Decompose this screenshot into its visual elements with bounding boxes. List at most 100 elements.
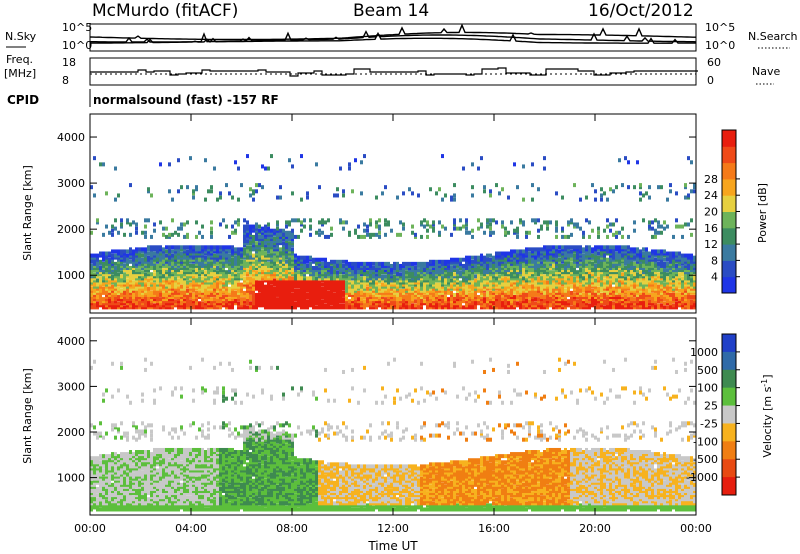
heatmap-cell [132, 292, 135, 297]
heatmap-cell [183, 249, 186, 254]
heatmap-cell [486, 301, 489, 306]
heatmap-cell [546, 288, 549, 293]
heatmap-cell [339, 276, 342, 281]
heatmap-cell [363, 272, 366, 277]
heatmap-cell [507, 230, 510, 235]
heatmap-cell [282, 270, 285, 275]
heatmap-cell [543, 257, 546, 262]
heatmap-cell [534, 286, 537, 291]
heatmap-cell [474, 268, 477, 273]
heatmap-cell [282, 261, 285, 266]
heatmap-cell [180, 263, 183, 268]
heatmap-cell [138, 247, 141, 252]
heatmap-cell [555, 286, 558, 291]
heatmap-cell [408, 301, 411, 306]
heatmap-cell [237, 282, 240, 287]
heatmap-cell [396, 261, 399, 266]
heatmap-cell [276, 278, 279, 283]
heatmap-cell [162, 257, 165, 262]
heatmap-cell [180, 288, 183, 293]
heatmap-cell [588, 245, 591, 250]
heatmap-cell [237, 272, 240, 277]
heatmap-cell [405, 305, 408, 310]
heatmap-cell [168, 253, 171, 258]
heatmap-cell [441, 276, 444, 281]
heatmap-cell [402, 290, 405, 295]
heatmap-cell [174, 268, 177, 273]
heatmap-cell [516, 263, 519, 268]
heatmap-cell [441, 270, 444, 275]
heatmap-cell [504, 230, 507, 235]
heatmap-cell [471, 295, 474, 300]
heatmap-cell [225, 183, 228, 188]
heatmap-cell [480, 303, 483, 308]
heatmap-cell [309, 218, 312, 223]
heatmap-cell [291, 191, 294, 196]
heatmap-cell [591, 297, 594, 302]
heatmap-cell [237, 253, 240, 258]
heatmap-cell [297, 274, 300, 279]
heatmap-cell [510, 220, 513, 225]
heatmap-cell [102, 280, 105, 285]
heatmap-cell [609, 299, 612, 304]
heatmap-cell [234, 280, 237, 285]
heatmap-cell [159, 286, 162, 291]
heatmap-cell [264, 247, 267, 252]
heatmap-cell [144, 247, 147, 252]
heatmap-cell [282, 297, 285, 302]
heatmap-cell [204, 255, 207, 260]
heatmap-cell [249, 303, 252, 308]
heatmap-cell [573, 292, 576, 297]
heatmap-cell [438, 270, 441, 275]
heatmap-cell [252, 292, 255, 297]
heatmap-cell [141, 286, 144, 291]
heatmap-cell [282, 241, 285, 246]
heatmap-cell [279, 290, 282, 295]
heatmap-cell [288, 220, 291, 225]
heatmap-cell [333, 274, 336, 279]
heatmap-cell [561, 288, 564, 293]
heatmap-cell [126, 278, 129, 283]
heatmap-cell [441, 286, 444, 291]
heatmap-cell [456, 263, 459, 268]
heatmap-cell [264, 253, 267, 258]
heatmap-cell [504, 290, 507, 295]
heatmap-cell [270, 230, 273, 235]
heatmap-cell [546, 272, 549, 277]
heatmap-cell [333, 301, 336, 306]
heatmap-cell [552, 263, 555, 268]
heatmap-cell [222, 284, 225, 289]
heatmap-cell [369, 222, 372, 227]
heatmap-cell [210, 261, 213, 266]
heatmap-cell [402, 261, 405, 266]
heatmap-cell [168, 255, 171, 260]
heatmap-cell [396, 274, 399, 279]
heatmap-cell [528, 290, 531, 295]
heatmap-cell [264, 297, 267, 302]
heatmap-cell [276, 255, 279, 260]
heatmap-cell [435, 295, 438, 300]
heatmap-cell [378, 266, 381, 271]
heatmap-cell [204, 272, 207, 277]
heatmap-cell [135, 290, 138, 295]
heatmap-cell [432, 266, 435, 271]
heatmap-cell [261, 236, 264, 241]
heatmap-cell [384, 282, 387, 287]
heatmap-cell [369, 278, 372, 283]
heatmap-cell [255, 230, 258, 235]
heatmap-cell [450, 278, 453, 283]
heatmap-cell [162, 261, 165, 266]
heatmap-cell [528, 257, 531, 262]
heatmap-cell [234, 230, 237, 235]
heatmap-cell [471, 286, 474, 291]
heatmap-cell [216, 261, 219, 266]
heatmap-cell [441, 263, 444, 268]
heatmap-cell [336, 278, 339, 283]
heatmap-cell [378, 303, 381, 308]
heatmap-cell [414, 284, 417, 289]
heatmap-cell [285, 230, 288, 235]
heatmap-cell [264, 257, 267, 262]
heatmap-cell [588, 303, 591, 308]
heatmap-cell [552, 280, 555, 285]
heatmap-cell [399, 299, 402, 304]
